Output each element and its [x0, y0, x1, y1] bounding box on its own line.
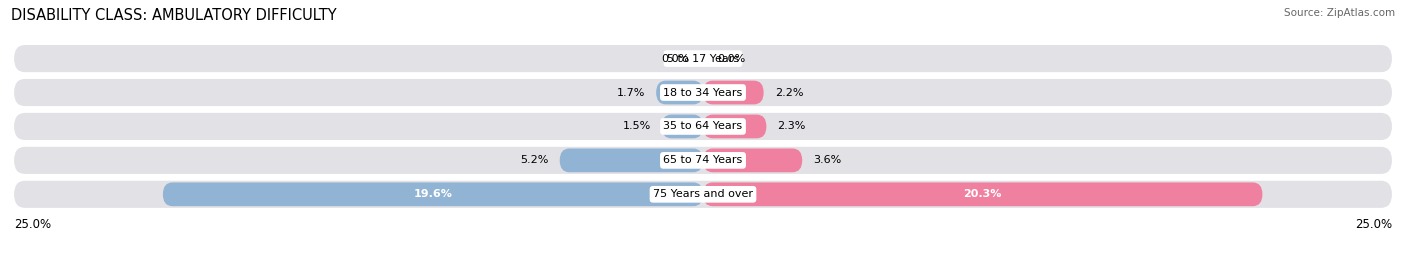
FancyBboxPatch shape: [14, 45, 1392, 72]
Text: 65 to 74 Years: 65 to 74 Years: [664, 155, 742, 165]
Text: 35 to 64 Years: 35 to 64 Years: [664, 121, 742, 131]
FancyBboxPatch shape: [657, 81, 703, 105]
Text: 5.2%: 5.2%: [520, 155, 548, 165]
FancyBboxPatch shape: [703, 115, 766, 138]
FancyBboxPatch shape: [560, 148, 703, 172]
Text: DISABILITY CLASS: AMBULATORY DIFFICULTY: DISABILITY CLASS: AMBULATORY DIFFICULTY: [11, 8, 337, 23]
Text: 2.3%: 2.3%: [778, 121, 806, 131]
Text: 19.6%: 19.6%: [413, 189, 453, 199]
Text: 1.5%: 1.5%: [623, 121, 651, 131]
FancyBboxPatch shape: [14, 79, 1392, 106]
FancyBboxPatch shape: [662, 115, 703, 138]
Text: 0.0%: 0.0%: [717, 54, 745, 64]
Text: 1.7%: 1.7%: [617, 88, 645, 98]
Text: 25.0%: 25.0%: [1355, 218, 1392, 231]
FancyBboxPatch shape: [14, 147, 1392, 174]
Text: 3.6%: 3.6%: [813, 155, 841, 165]
Text: 18 to 34 Years: 18 to 34 Years: [664, 88, 742, 98]
Text: 25.0%: 25.0%: [14, 218, 51, 231]
FancyBboxPatch shape: [163, 183, 703, 206]
Text: 5 to 17 Years: 5 to 17 Years: [666, 54, 740, 64]
Text: 20.3%: 20.3%: [963, 189, 1002, 199]
Text: 75 Years and over: 75 Years and over: [652, 189, 754, 199]
Text: 2.2%: 2.2%: [775, 88, 803, 98]
FancyBboxPatch shape: [14, 113, 1392, 140]
FancyBboxPatch shape: [14, 181, 1392, 208]
FancyBboxPatch shape: [703, 148, 803, 172]
Text: 0.0%: 0.0%: [661, 54, 689, 64]
Text: Source: ZipAtlas.com: Source: ZipAtlas.com: [1284, 8, 1395, 18]
FancyBboxPatch shape: [703, 81, 763, 105]
FancyBboxPatch shape: [703, 183, 1263, 206]
